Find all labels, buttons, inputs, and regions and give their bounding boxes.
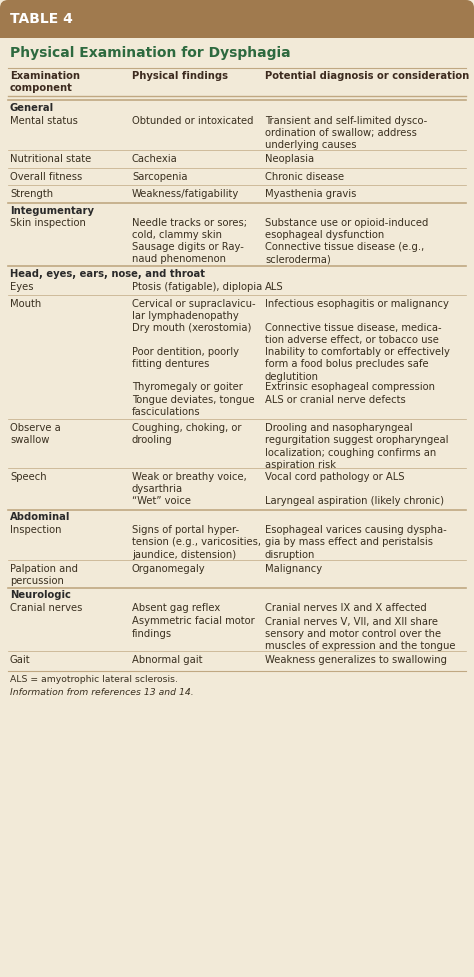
Text: Nutritional state: Nutritional state bbox=[10, 154, 91, 164]
Text: Extrinsic esophageal compression: Extrinsic esophageal compression bbox=[265, 381, 435, 392]
Text: Physical Examination for Dysphagia: Physical Examination for Dysphagia bbox=[10, 46, 291, 60]
Text: Integumentary: Integumentary bbox=[10, 205, 94, 216]
Text: Drooling and nasopharyngeal
regurgitation suggest oropharyngeal
localization; co: Drooling and nasopharyngeal regurgitatio… bbox=[265, 423, 448, 470]
Text: Observe a
swallow: Observe a swallow bbox=[10, 423, 61, 446]
Text: Information from references 13 and 14.: Information from references 13 and 14. bbox=[10, 688, 194, 697]
Text: Organomegaly: Organomegaly bbox=[132, 564, 206, 573]
Text: ALS or cranial nerve defects: ALS or cranial nerve defects bbox=[265, 395, 406, 405]
Text: Cervical or supraclavicu-
lar lymphadenopathy: Cervical or supraclavicu- lar lymphadeno… bbox=[132, 299, 255, 321]
Text: Tongue deviates, tongue
fasciculations: Tongue deviates, tongue fasciculations bbox=[132, 395, 255, 417]
Text: Palpation and
percussion: Palpation and percussion bbox=[10, 564, 78, 586]
Text: Infectious esophagitis or malignancy: Infectious esophagitis or malignancy bbox=[265, 299, 449, 309]
Text: Needle tracks or sores;
cold, clammy skin: Needle tracks or sores; cold, clammy ski… bbox=[132, 218, 247, 240]
Text: Connective tissue disease, medica-
tion adverse effect, or tobacco use: Connective tissue disease, medica- tion … bbox=[265, 323, 442, 346]
Text: Abnormal gait: Abnormal gait bbox=[132, 655, 202, 665]
Text: Abdominal: Abdominal bbox=[10, 513, 70, 523]
Text: Neurologic: Neurologic bbox=[10, 590, 71, 601]
Text: Myasthenia gravis: Myasthenia gravis bbox=[265, 189, 356, 199]
Text: ALS = amyotrophic lateral sclerosis.: ALS = amyotrophic lateral sclerosis. bbox=[10, 675, 178, 685]
Text: Inability to comfortably or effectively
form a food bolus precludes safe
degluti: Inability to comfortably or effectively … bbox=[265, 347, 450, 382]
Text: Cranial nerves: Cranial nerves bbox=[10, 603, 82, 613]
Text: Connective tissue disease (e.g.,
scleroderma): Connective tissue disease (e.g., sclerod… bbox=[265, 242, 424, 265]
Text: Coughing, choking, or
drooling: Coughing, choking, or drooling bbox=[132, 423, 241, 446]
Text: Sausage digits or Ray-
naud phenomenon: Sausage digits or Ray- naud phenomenon bbox=[132, 242, 244, 265]
Text: Potential diagnosis or consideration: Potential diagnosis or consideration bbox=[265, 71, 469, 81]
Text: Dry mouth (xerostomia): Dry mouth (xerostomia) bbox=[132, 323, 251, 333]
Text: Ptosis (fatigable), diplopia: Ptosis (fatigable), diplopia bbox=[132, 281, 262, 291]
Text: Sarcopenia: Sarcopenia bbox=[132, 172, 188, 182]
Text: Obtunded or intoxicated: Obtunded or intoxicated bbox=[132, 115, 254, 125]
Bar bbox=[0, 28, 474, 38]
Text: Cranial nerves IX and X affected: Cranial nerves IX and X affected bbox=[265, 603, 427, 613]
Text: Examination
component: Examination component bbox=[10, 71, 80, 94]
Text: Chronic disease: Chronic disease bbox=[265, 172, 344, 182]
Text: Weakness/fatigability: Weakness/fatigability bbox=[132, 189, 239, 199]
Text: Poor dentition, poorly
fitting dentures: Poor dentition, poorly fitting dentures bbox=[132, 347, 239, 369]
Text: Laryngeal aspiration (likely chronic): Laryngeal aspiration (likely chronic) bbox=[265, 496, 444, 506]
Text: Esophageal varices causing dyspha-
gia by mass effect and peristalsis
disruption: Esophageal varices causing dyspha- gia b… bbox=[265, 525, 447, 560]
Text: Transient and self-limited dysco-
ordination of swallow; address
underlying caus: Transient and self-limited dysco- ordina… bbox=[265, 115, 427, 150]
Text: Neoplasia: Neoplasia bbox=[265, 154, 314, 164]
Text: ALS: ALS bbox=[265, 281, 283, 291]
Text: Speech: Speech bbox=[10, 472, 46, 482]
Text: Inspection: Inspection bbox=[10, 525, 62, 535]
Text: Head, eyes, ears, nose, and throat: Head, eyes, ears, nose, and throat bbox=[10, 269, 205, 279]
FancyBboxPatch shape bbox=[0, 0, 474, 38]
Text: Weakness generalizes to swallowing: Weakness generalizes to swallowing bbox=[265, 655, 447, 665]
Text: Mental status: Mental status bbox=[10, 115, 78, 125]
Text: Asymmetric facial motor
findings: Asymmetric facial motor findings bbox=[132, 616, 255, 639]
Text: Strength: Strength bbox=[10, 189, 53, 199]
Text: Thyromegaly or goiter: Thyromegaly or goiter bbox=[132, 381, 243, 392]
Text: TABLE 4: TABLE 4 bbox=[10, 12, 73, 26]
Text: “Wet” voice: “Wet” voice bbox=[132, 496, 191, 506]
Text: Signs of portal hyper-
tension (e.g., varicosities,
jaundice, distension): Signs of portal hyper- tension (e.g., va… bbox=[132, 525, 261, 560]
Text: Substance use or opioid-induced
esophageal dysfunction: Substance use or opioid-induced esophage… bbox=[265, 218, 428, 240]
Text: Cranial nerves V, VII, and XII share
sensory and motor control over the
muscles : Cranial nerves V, VII, and XII share sen… bbox=[265, 616, 456, 652]
Text: Skin inspection: Skin inspection bbox=[10, 218, 86, 228]
Text: Absent gag reflex: Absent gag reflex bbox=[132, 603, 220, 613]
Text: Weak or breathy voice,
dysarthria: Weak or breathy voice, dysarthria bbox=[132, 472, 247, 494]
Text: Overall fitness: Overall fitness bbox=[10, 172, 82, 182]
Text: Cachexia: Cachexia bbox=[132, 154, 178, 164]
Text: Physical findings: Physical findings bbox=[132, 71, 228, 81]
Text: Mouth: Mouth bbox=[10, 299, 41, 309]
Text: General: General bbox=[10, 103, 54, 113]
Text: Eyes: Eyes bbox=[10, 281, 34, 291]
Text: Malignancy: Malignancy bbox=[265, 564, 322, 573]
Text: Gait: Gait bbox=[10, 655, 31, 665]
Text: Vocal cord pathology or ALS: Vocal cord pathology or ALS bbox=[265, 472, 404, 482]
